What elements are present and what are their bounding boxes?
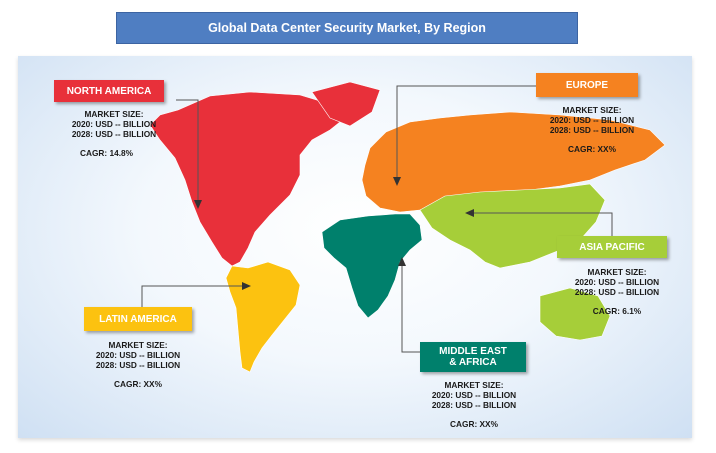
europe-leader <box>396 85 536 182</box>
north-america-info: MARKET SIZE: 2020: USD -- BILLION 2028: … <box>58 109 170 158</box>
north-america-arrow <box>194 200 202 209</box>
middle-east-africa-2020: 2020: USD -- BILLION <box>431 390 517 400</box>
leader-arrowheads <box>194 177 474 290</box>
north-america-market-size: MARKET SIZE: <box>84 109 144 119</box>
latin-america-arrow <box>242 282 251 290</box>
latin-america-2020: 2020: USD -- BILLION <box>95 350 181 360</box>
north-america-2028: 2028: USD -- BILLION <box>71 129 157 139</box>
latin-america-info: MARKET SIZE: 2020: USD -- BILLION 2028: … <box>78 340 198 389</box>
asia-pacific-arrow <box>465 209 474 217</box>
europe-market-size: MARKET SIZE: <box>562 105 622 115</box>
europe-shape <box>361 111 666 213</box>
north-america-shape <box>149 91 346 267</box>
middle-east-africa-arrow <box>398 257 406 266</box>
europe-2020: 2020: USD -- BILLION <box>549 115 635 125</box>
chart-title: Global Data Center Security Market, By R… <box>116 12 578 44</box>
greenland-shape <box>311 81 381 127</box>
asia-pacific-2020: 2020: USD -- BILLION <box>574 277 660 287</box>
latin-america-shape <box>225 261 301 373</box>
middle-east-africa-label-line2: & AFRICA <box>449 357 497 368</box>
middle-east-africa-cagr: CAGR: XX% <box>450 419 498 429</box>
europe-arrow <box>393 177 401 186</box>
europe-label: EUROPE <box>536 73 638 97</box>
latin-america-market-size: MARKET SIZE: <box>108 340 168 350</box>
asia-pacific-leader <box>470 212 613 245</box>
latin-america-leader <box>141 285 246 307</box>
australia-shape <box>539 287 611 341</box>
asia-pacific-info: MARKET SIZE: 2020: USD -- BILLION 2028: … <box>559 267 675 316</box>
asia-pacific-cagr: CAGR: 6.1% <box>592 306 642 316</box>
latin-america-2028: 2028: USD -- BILLION <box>95 360 181 370</box>
middle-east-africa-info: MARKET SIZE: 2020: USD -- BILLION 2028: … <box>414 380 534 429</box>
europe-cagr: CAGR: XX% <box>568 144 616 154</box>
leader-lines <box>141 85 613 353</box>
north-america-cagr: CAGR: 14.8% <box>80 148 134 158</box>
middle-east-africa-leader <box>401 262 420 353</box>
middle-east-africa-market-size: MARKET SIZE: <box>444 380 504 390</box>
middle-east-africa-label-line1: MIDDLE EAST <box>439 346 507 357</box>
latin-america-label: LATIN AMERICA <box>84 307 192 331</box>
europe-2028: 2028: USD -- BILLION <box>549 125 635 135</box>
europe-info: MARKET SIZE: 2020: USD -- BILLION 2028: … <box>534 105 650 154</box>
asia-pacific-market-size: MARKET SIZE: <box>587 267 647 277</box>
asia-pacific-2028: 2028: USD -- BILLION <box>574 287 660 297</box>
latin-america-cagr: CAGR: XX% <box>114 379 162 389</box>
middle-east-africa-2028: 2028: USD -- BILLION <box>431 400 517 410</box>
north-america-2020: 2020: USD -- BILLION <box>71 119 157 129</box>
north-america-label: NORTH AMERICA <box>54 80 164 102</box>
middle-east-africa-label: MIDDLE EAST & AFRICA <box>420 342 526 372</box>
north-america-leader <box>176 99 199 205</box>
middle-east-africa-shape <box>321 213 423 319</box>
asia-pacific-label: ASIA PACIFIC <box>557 236 667 258</box>
